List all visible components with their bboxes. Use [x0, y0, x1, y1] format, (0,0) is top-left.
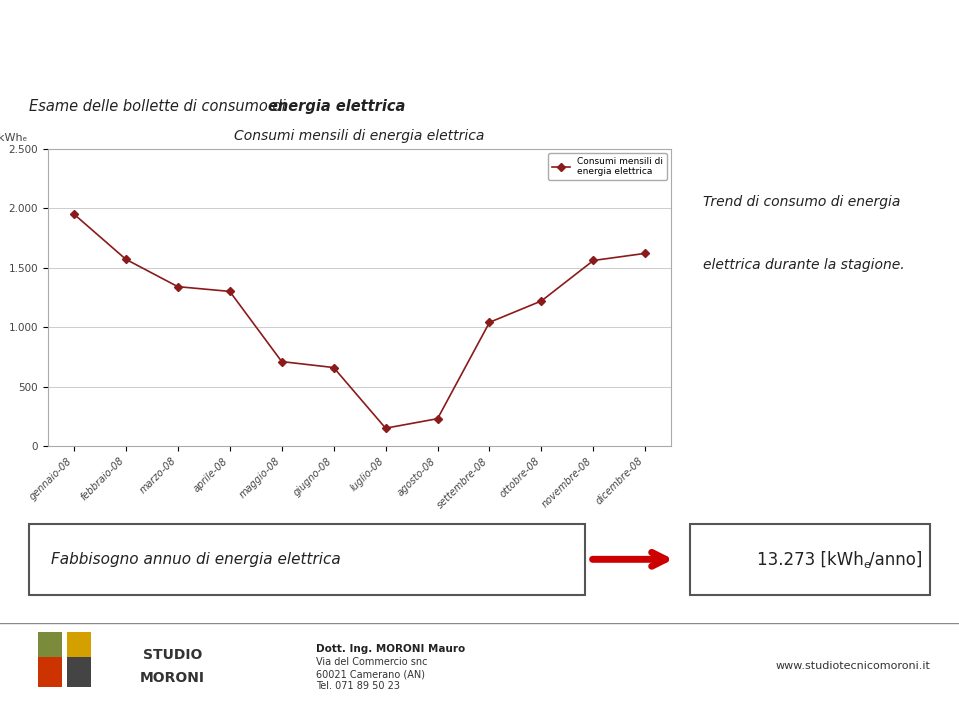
Consumi mensili di
energia elettrica [120, 255, 131, 263]
Text: kWhₑ: kWhₑ [0, 132, 28, 143]
Text: elettrica durante la stagione.: elettrica durante la stagione. [704, 258, 905, 273]
Text: www.studiotecnicomoroni.it: www.studiotecnicomoroni.it [776, 661, 930, 670]
Text: Trend di consumo di energia: Trend di consumo di energia [704, 195, 901, 209]
Consumi mensili di
energia elettrica [536, 297, 548, 305]
Bar [38, 657, 62, 687]
Consumi mensili di
energia elettrica [483, 318, 495, 326]
Consumi mensili di
energia elettrica [640, 249, 651, 258]
Consumi mensili di
energia elettrica [224, 287, 236, 296]
Bar [67, 632, 91, 661]
Consumi mensili di
energia elettrica [172, 282, 183, 291]
Text: Esame delle bollette di consumo di: Esame delle bollette di consumo di [29, 98, 291, 114]
Bar [67, 657, 91, 687]
Text: CONSUMI ENERGETICI – PALAZZETTO DELLO SPORT E CAMPO SPORTIVO: CONSUMI ENERGETICI – PALAZZETTO DELLO SP… [19, 23, 625, 37]
Consumi mensili di
energia elettrica [588, 256, 599, 265]
Text: Fabbisogno annuo di energia elettrica: Fabbisogno annuo di energia elettrica [51, 552, 340, 567]
Text: 13.273 [kWh: 13.273 [kWh [757, 550, 864, 569]
Consumi mensili di
energia elettrica [432, 414, 443, 423]
Consumi mensili di
energia elettrica [276, 358, 288, 366]
Text: e: e [863, 560, 870, 570]
Text: Dott. Ing. MORONI Mauro: Dott. Ing. MORONI Mauro [316, 644, 466, 653]
Text: STUDIO: STUDIO [143, 649, 202, 662]
Bar [38, 632, 62, 661]
Text: Via del Commercio snc
60021 Camerano (AN)
Tel. 071 89 50 23: Via del Commercio snc 60021 Camerano (AN… [316, 658, 428, 690]
Line: Consumi mensili di
energia elettrica: Consumi mensili di energia elettrica [71, 211, 648, 431]
Consumi mensili di
energia elettrica [380, 424, 391, 433]
Text: energia elettrica: energia elettrica [268, 98, 406, 114]
Consumi mensili di
energia elettrica [328, 363, 339, 372]
Text: MORONI: MORONI [140, 671, 205, 685]
Text: /anno]: /anno] [869, 550, 923, 569]
Legend: Consumi mensili di
energia elettrica: Consumi mensili di energia elettrica [549, 153, 667, 180]
Consumi mensili di
energia elettrica [68, 210, 80, 218]
Title: Consumi mensili di energia elettrica: Consumi mensili di energia elettrica [234, 130, 485, 143]
